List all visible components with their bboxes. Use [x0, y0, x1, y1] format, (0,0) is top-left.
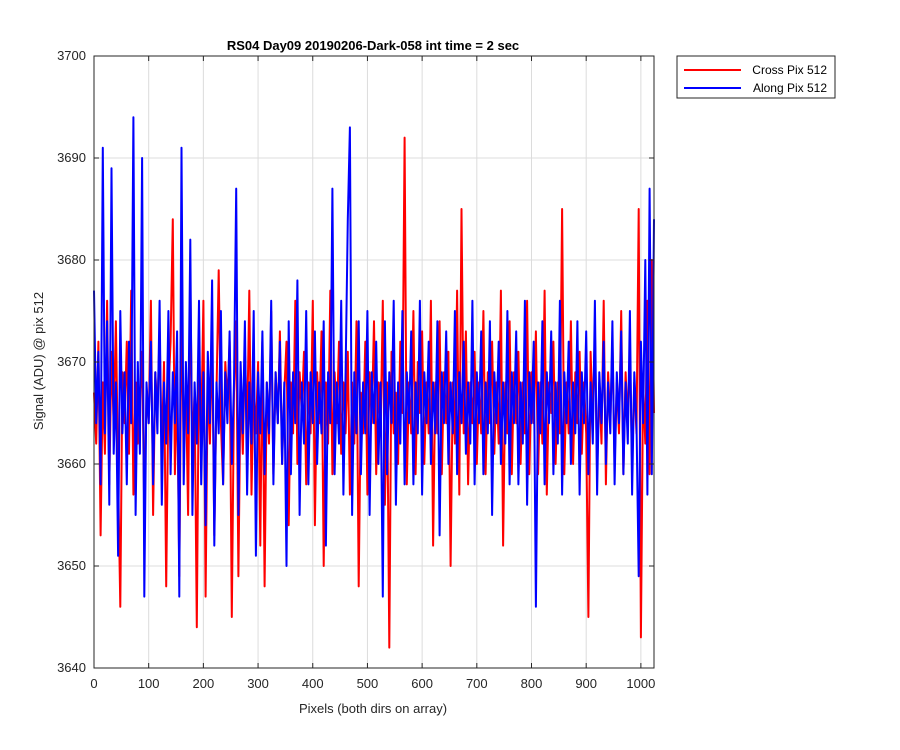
x-tick-label: 900: [575, 676, 597, 691]
legend-label-along-pix-512: Along Pix 512: [753, 81, 827, 95]
y-tick-label: 3680: [57, 252, 86, 267]
x-tick-label: 1000: [626, 676, 655, 691]
x-tick-label: 0: [90, 676, 97, 691]
y-tick-label: 3640: [57, 660, 86, 675]
y-tick-label: 3690: [57, 150, 86, 165]
plot-area: 0 100 200 300 400 500 600 700 800 900 1000 3640 3650…: [57, 48, 655, 691]
x-tick-label: 100: [138, 676, 160, 691]
x-tick-label: 800: [521, 676, 543, 691]
x-axis-label: Pixels (both dirs on array): [299, 701, 447, 716]
y-axis-label: Signal (ADU) @ pix 512: [31, 292, 46, 430]
legend-label-cross-pix-512: Cross Pix 512: [752, 63, 827, 77]
x-tick-label: 300: [247, 676, 269, 691]
y-tick-label: 3670: [57, 354, 86, 369]
y-tick-label: 3650: [57, 558, 86, 573]
x-tick-label: 400: [302, 676, 324, 691]
x-tick-label: 700: [466, 676, 488, 691]
chart-title: RS04 Day09 20190206-Dark-058 int time = …: [227, 38, 519, 53]
x-tick-label: 200: [193, 676, 215, 691]
legend-box: [676, 55, 836, 99]
legend: Cross Pix 512 Along Pix 512: [676, 55, 836, 99]
y-tick-label: 3700: [57, 48, 86, 63]
x-tick-label: 500: [357, 676, 379, 691]
y-tick-label: 3660: [57, 456, 86, 471]
series-line-along-pix-512: [93, 116, 655, 608]
x-tick-label: 600: [411, 676, 433, 691]
